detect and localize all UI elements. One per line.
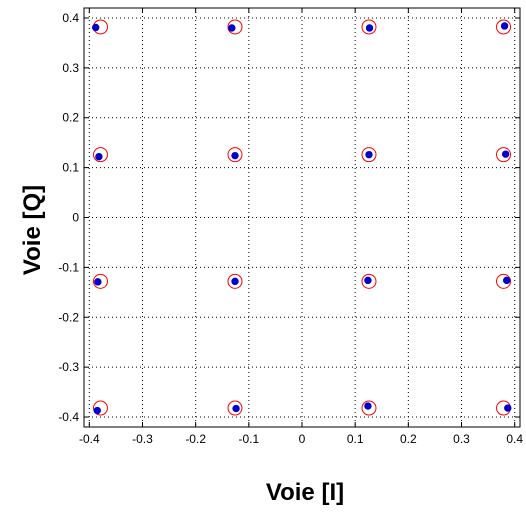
reference-point (92, 273, 108, 289)
x-tick-label: -0.3 (132, 432, 153, 446)
x-tick-label: -0.2 (185, 432, 206, 446)
symbol-point (232, 404, 240, 413)
reference-point (361, 273, 377, 289)
symbol-point (91, 23, 100, 32)
reference-point (361, 19, 377, 35)
reference-point (496, 273, 512, 289)
reference-point (227, 400, 243, 416)
y-tick-label: 0.3 (62, 61, 79, 75)
reference-point (361, 400, 377, 416)
y-axis-label: Voie [Q] (19, 185, 46, 275)
reference-point (227, 273, 243, 289)
y-tick-labels: 0.4 0.3 0.2 0.1 0 -0.1 -0.2 -0.3 -0.4 (58, 11, 79, 424)
symbol-point (365, 24, 374, 32)
y-tick-label: -0.3 (58, 360, 79, 374)
x-tick-label: 0.4 (506, 432, 523, 446)
x-tick-label: 0 (299, 432, 306, 446)
y-tick-label: 0.4 (62, 11, 79, 25)
y-tick-label: -0.2 (58, 310, 79, 324)
symbol-point (93, 406, 101, 415)
y-tick-label: 0.1 (62, 161, 79, 175)
reference-point (92, 400, 108, 416)
x-tick-label: 0.2 (400, 432, 417, 446)
reference-markers (92, 19, 512, 416)
symbol-point (365, 150, 373, 159)
symbol-point (503, 276, 511, 285)
y-tick-label: -0.4 (58, 410, 79, 424)
grid-lines (84, 8, 520, 427)
plot-border (83, 7, 521, 428)
symbol-point (364, 402, 372, 410)
symbol-point (228, 24, 236, 32)
symbol-point (231, 277, 239, 286)
x-axis-label: Voie [I] (266, 479, 344, 506)
reference-point (361, 147, 377, 163)
symbol-point (504, 404, 512, 412)
reference-point (496, 147, 512, 163)
reference-point (227, 19, 243, 35)
y-tick-label: 0.2 (62, 111, 79, 125)
symbol-point (501, 150, 510, 158)
x-tick-label: 0.1 (347, 432, 364, 446)
reference-point (227, 147, 243, 163)
x-tick-label: -0.1 (238, 432, 259, 446)
y-tick-label: 0 (72, 211, 79, 225)
x-tick-labels: -0.4 -0.3 -0.2 -0.1 0 0.1 0.2 0.3 0.4 (79, 432, 523, 446)
reference-point (496, 19, 512, 35)
symbol-point (500, 22, 509, 30)
x-tick-label: 0.3 (453, 432, 470, 446)
symbol-point (364, 276, 372, 285)
axis-ticks (84, 8, 520, 427)
symbol-point (231, 151, 239, 160)
y-tick-label: -0.1 (58, 260, 79, 274)
reference-point (92, 147, 108, 163)
x-tick-label: -0.4 (79, 432, 100, 446)
symbol-point (94, 278, 102, 286)
symbol-point (95, 152, 103, 161)
received-symbols (91, 22, 512, 415)
